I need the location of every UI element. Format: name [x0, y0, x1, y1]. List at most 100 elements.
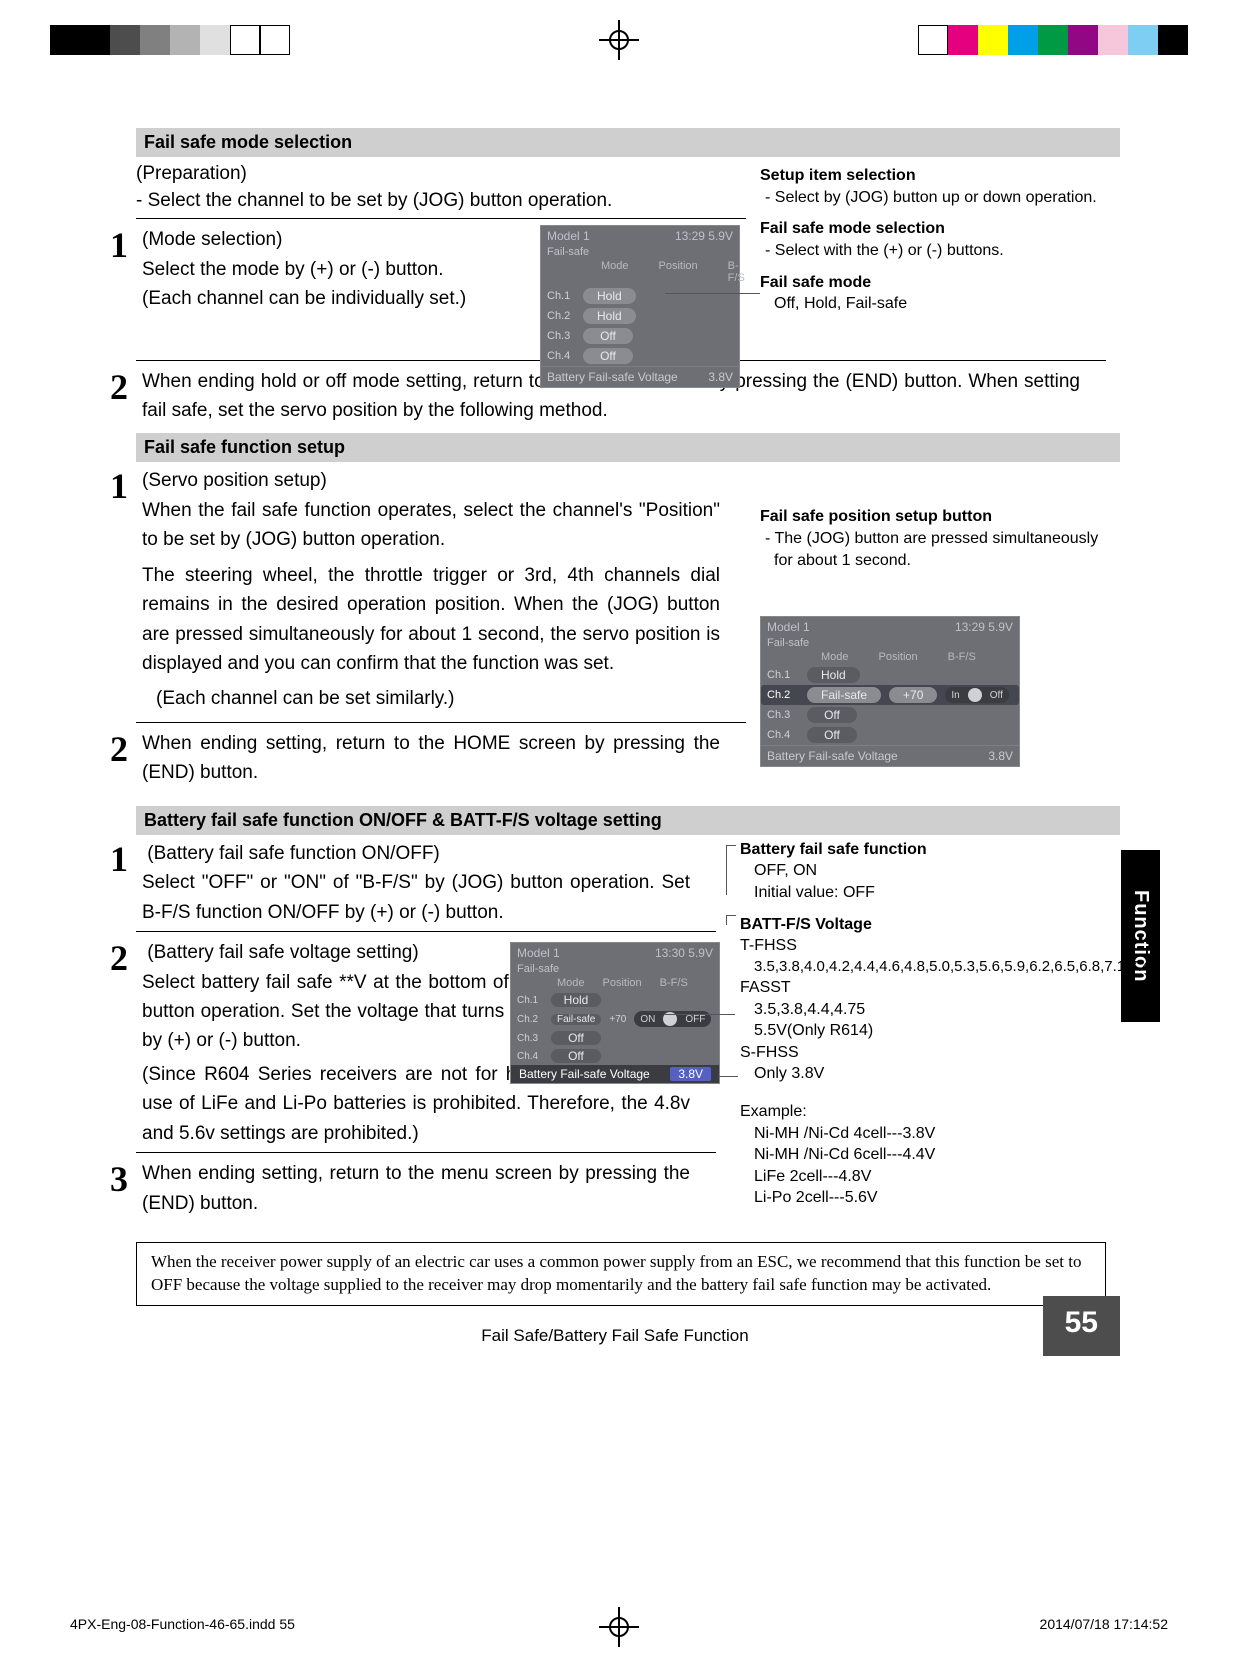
pointer-line: [665, 293, 760, 294]
section2-header: Fail safe function setup: [136, 433, 1120, 462]
side-tab-function: Function: [1121, 850, 1160, 1022]
r3-ex2: Ni-MH /Ni-Cd 6cell---4.4V: [740, 1144, 1100, 1166]
sec2-step1-p2: The steering wheel, the throttle trigger…: [142, 561, 720, 679]
footer-title: Fail Safe/Battery Fail Safe Function: [110, 1326, 1120, 1346]
r3a-heading: Battery fail safe function: [740, 839, 1100, 861]
print-footer-left: 4PX-Eng-08-Function-46-65.indd 55: [70, 1616, 295, 1632]
print-footer-right: 2014/07/18 17:14:52: [1040, 1616, 1168, 1632]
lcd1-col-pos: Position: [659, 260, 698, 284]
lcd3-r3-mode: Off: [551, 1031, 601, 1045]
lcd3-status: 13:30 5.9V: [655, 946, 713, 960]
lcd1-col-mode: Mode: [601, 260, 629, 284]
bracket-line: [726, 915, 736, 925]
r3-ex-heading: Example:: [740, 1101, 1100, 1123]
lcd1-row3: Off: [583, 328, 633, 344]
step1-line1: Select the mode by (+) or (-) button.: [142, 259, 444, 280]
sec2-step1-p3: (Each channel can be set similarly.): [156, 684, 720, 713]
step-number-3c: 3: [110, 1159, 142, 1197]
r3b-t3v: Only 3.8V: [740, 1063, 1100, 1085]
lcd2-r4-ch: Ch.4: [767, 729, 799, 741]
lcd2-col-bfs: B-F/S: [948, 651, 976, 663]
lcd3-r4-mode: Off: [551, 1049, 601, 1063]
lcd1-row2: Hold: [583, 308, 636, 324]
lcd-screenshot-2: Model 113:29 5.9V Fail-safe ModePosition…: [760, 616, 1020, 767]
lcd2-model: Model 1: [767, 620, 810, 634]
lcd2-status: 13:29 5.9V: [955, 620, 1013, 634]
lcd3-r3-ch: Ch.3: [517, 1033, 543, 1044]
lcd2-toggle-on: In: [947, 690, 963, 701]
lcd2-r1-ch: Ch.1: [767, 669, 799, 681]
lcd1-col-bfs: B-F/S: [728, 260, 745, 284]
lcd2-toggle-off: Off: [986, 690, 1007, 701]
lcd3-r2-ch: Ch.2: [517, 1014, 543, 1025]
lcd3-col-bfs: B-F/S: [660, 977, 688, 989]
lcd1-ch3: Ch.3: [547, 330, 575, 342]
step1-title: (Mode selection): [142, 229, 282, 250]
step-number-2: 2: [110, 367, 142, 405]
r2-heading: Fail safe position setup button: [760, 506, 1120, 528]
lcd1-row4: Off: [583, 348, 633, 364]
step-number-1: 1: [110, 225, 142, 263]
lcd2-r3-mode: Off: [807, 707, 857, 723]
page-number: 55: [1043, 1296, 1120, 1356]
lcd2-r1-mode: Hold: [807, 667, 860, 683]
r1c-heading: Fail safe mode: [760, 272, 1120, 294]
lcd2-toggle: In Off: [945, 687, 1009, 703]
lcd3-subtitle: Fail-safe: [511, 963, 719, 975]
section3-header: Battery fail safe function ON/OFF & BATT…: [136, 806, 1120, 835]
lcd-screenshot-1: Model 1 13:29 5.9V Fail-safe Mode Position…: [540, 225, 740, 388]
lcd3-col-pos: Position: [603, 977, 642, 989]
lcd3-col-mode: Mode: [557, 977, 585, 989]
lcd1-status: 13:29 5.9V: [675, 229, 733, 243]
divider: [136, 931, 716, 932]
step1-line2: (Each channel can be individually set.): [142, 288, 466, 309]
lcd1-row1: Hold: [583, 288, 636, 304]
lcd1-ch1: Ch.1: [547, 290, 575, 302]
lcd1-ch2: Ch.2: [547, 310, 575, 322]
r2-text: - The (JOG) button are pressed simultane…: [760, 528, 1120, 571]
r3b-t2: FASST: [740, 977, 1100, 999]
r3b-t2v1: 3.5,3.8,4.4,4.75: [740, 999, 1100, 1021]
lcd2-r3-ch: Ch.3: [767, 709, 799, 721]
r3b-heading: BATT-F/S Voltage: [740, 914, 1100, 936]
r1a-heading: Setup item selection: [760, 165, 1120, 187]
r3b-t3: S-FHSS: [740, 1042, 1100, 1064]
r3a-l1: OFF, ON: [740, 860, 1100, 882]
print-footer: 4PX-Eng-08-Function-46-65.indd 55 2014/0…: [70, 1616, 1168, 1632]
step-number-2b: 2: [110, 729, 142, 767]
lcd2-col-mode: Mode: [821, 651, 849, 663]
sec3-step3-text: When ending setting, return to the menu …: [142, 1159, 690, 1218]
pointer-line: [665, 1014, 735, 1015]
r3-ex4: Li-Po 2cell---5.6V: [740, 1187, 1100, 1209]
sec3-step1-text: Select "OFF" or "ON" of "B-F/S" by (JOG)…: [142, 872, 690, 922]
lcd2-r2-mode: Fail-safe: [807, 687, 881, 703]
section1-header: Fail safe mode selection: [136, 128, 1120, 157]
lcd1-model: Model 1: [547, 229, 590, 243]
r1b-text: - Select with the (+) or (-) buttons.: [760, 240, 1120, 262]
r3b-t1: T-FHSS: [740, 935, 1100, 957]
lcd1-footer-label: Battery Fail-safe Voltage: [547, 370, 678, 384]
note-box: When the receiver power supply of an ele…: [136, 1242, 1106, 1306]
lcd2-subtitle: Fail-safe: [761, 637, 1019, 649]
page-content: Function Fail safe mode selection (Prepa…: [110, 120, 1120, 1346]
lcd1-subtitle: Fail-safe: [541, 246, 739, 258]
sec3-step1-title: (Battery fail safe function ON/OFF): [147, 843, 439, 864]
lcd3-toggle-on: ON: [636, 1014, 659, 1025]
lcd1-ch4: Ch.4: [547, 350, 575, 362]
lcd-screenshot-3: Model 1 13:30 5.9V Fail-safe Mode Position…: [510, 942, 720, 1084]
lcd2-r4-mode: Off: [807, 727, 857, 743]
lcd2-r2-ch: Ch.2: [767, 689, 799, 701]
r3a-l2: Initial value: OFF: [740, 882, 1100, 904]
divider: [136, 722, 746, 723]
step-number-2c: 2: [110, 938, 142, 976]
step-number-1c: 1: [110, 839, 142, 877]
r1c-text: Off, Hold, Fail-safe: [760, 293, 1120, 315]
step-number-1b: 1: [110, 466, 142, 504]
lcd3-r2-mode: Fail-safe: [551, 1014, 601, 1025]
lcd1-footer-val: 3.8V: [708, 370, 733, 384]
sec2-step1-title: (Servo position setup): [142, 470, 327, 491]
pointer-line: [718, 1076, 738, 1077]
lcd3-model: Model 1: [517, 946, 560, 960]
r3-ex3: LiFe 2cell---4.8V: [740, 1166, 1100, 1188]
lcd3-r1-mode: Hold: [551, 993, 601, 1007]
